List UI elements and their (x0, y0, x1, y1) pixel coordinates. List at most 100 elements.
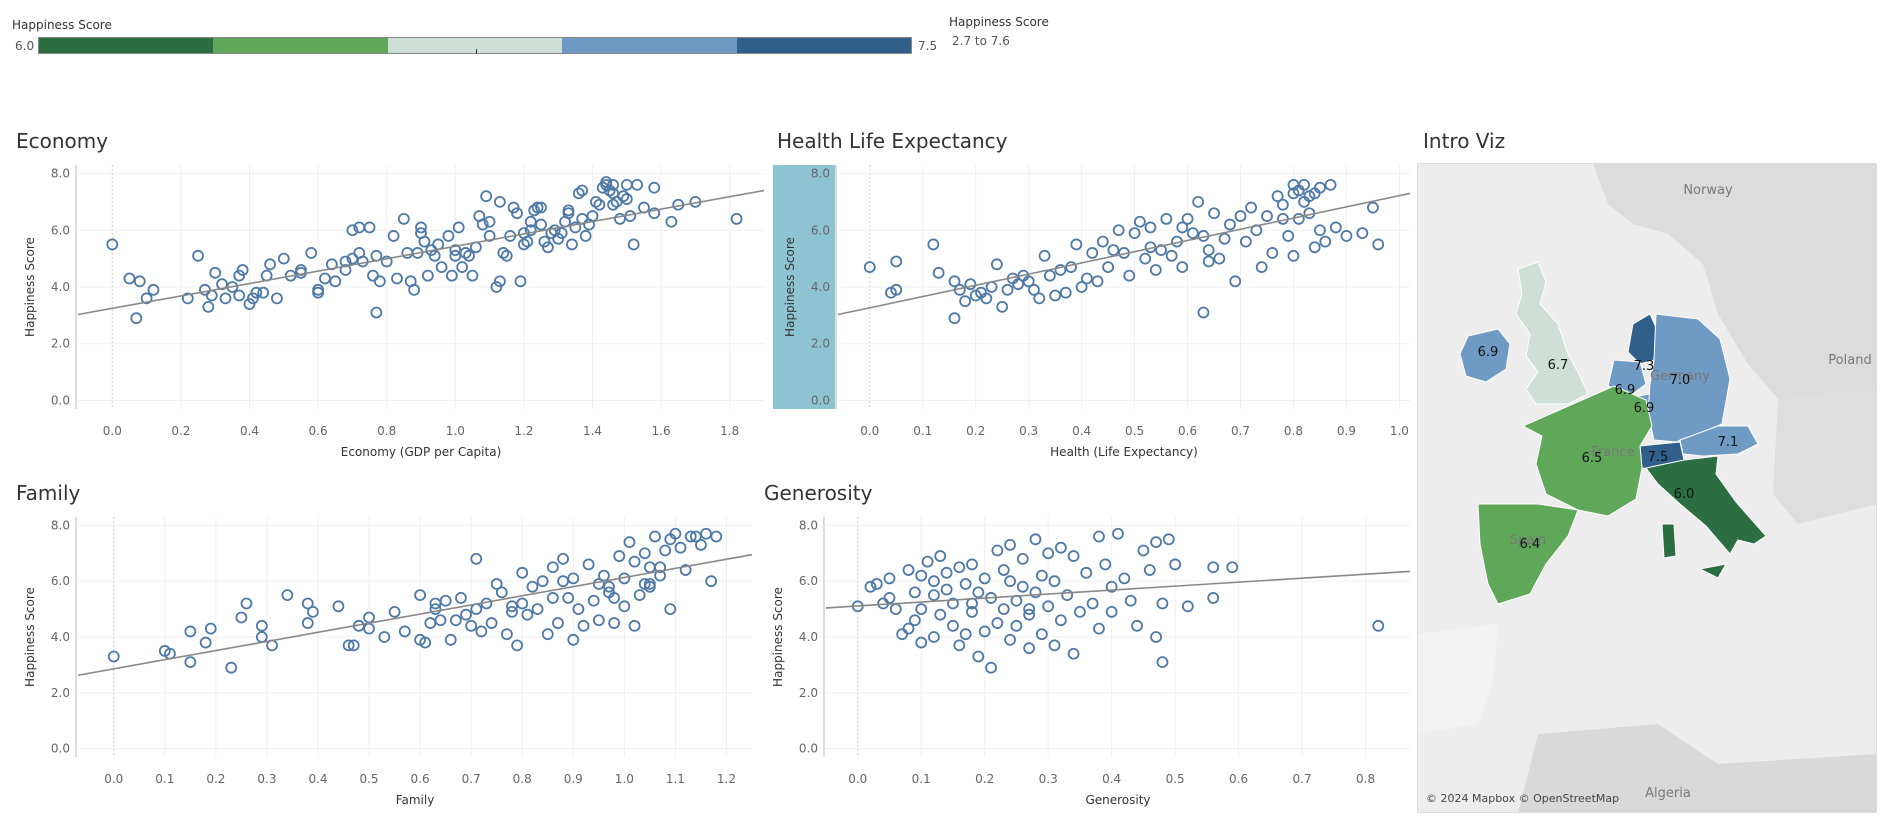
data-point (329, 275, 342, 288)
data-point (638, 547, 651, 560)
data-point (948, 312, 961, 325)
data-point (915, 569, 928, 582)
map-label-switzerland: 7.5 (1648, 450, 1669, 465)
data-point (204, 622, 217, 635)
data-point (883, 592, 896, 604)
data-point (1276, 198, 1289, 211)
data-point (356, 255, 369, 268)
country-italy-sicily[interactable] (1698, 563, 1727, 579)
y-tick-label: 4.0 (799, 630, 818, 644)
data-point (465, 619, 478, 632)
trend-line (837, 192, 1411, 316)
data-point (319, 272, 331, 285)
data-point (978, 625, 991, 638)
data-point (864, 580, 877, 593)
data-point (147, 283, 160, 296)
map-name-france: France (1591, 445, 1634, 460)
data-point (546, 592, 559, 604)
data-point (1239, 235, 1252, 248)
map-label-austria: 7.1 (1718, 435, 1739, 450)
data-point (277, 252, 290, 265)
data-point (380, 255, 393, 268)
data-point (1067, 647, 1080, 660)
data-point (442, 230, 455, 242)
data-point (896, 628, 909, 641)
country-ireland[interactable] (1459, 328, 1511, 383)
data-point (947, 619, 959, 632)
data-point (908, 586, 921, 599)
data-point (1319, 235, 1332, 248)
data-point (1156, 597, 1169, 610)
data-point (620, 178, 633, 191)
data-point (569, 221, 582, 234)
x-tick-label: 0.0 (848, 772, 867, 786)
data-point (953, 561, 966, 574)
data-point (1156, 656, 1169, 669)
color-legend-ramp (38, 37, 912, 54)
data-point (579, 230, 592, 242)
data-point (577, 619, 590, 632)
data-point (1282, 230, 1295, 242)
x-tick-label: 0.1 (913, 424, 932, 438)
data-point (449, 249, 462, 262)
data-point (710, 530, 723, 543)
data-point (546, 561, 559, 574)
data-point (429, 597, 442, 610)
data-point (1004, 539, 1016, 551)
data-point (418, 235, 431, 248)
data-point (1096, 235, 1109, 248)
country-france[interactable] (1521, 385, 1653, 517)
country-austria[interactable] (1679, 425, 1759, 457)
data-point (572, 187, 585, 200)
data-point (562, 204, 575, 217)
data-point (947, 597, 959, 610)
data-point (953, 639, 966, 652)
economy-scatter-chart[interactable]: 0.0 0.2 0.4 0.6 0.8 1.0 1.2 1.4 1.6 1.8 0.0 2.0 4.0 6… (0, 150, 770, 465)
map-geo-algeria: Algeria (1645, 786, 1691, 801)
map-label-luxembourg: 6.9 (1634, 401, 1655, 416)
y-tick-label: 6.0 (811, 223, 830, 237)
data-point (264, 258, 276, 271)
x-tick-label: 0.4 (308, 772, 327, 786)
data-point (501, 628, 513, 641)
data-point (978, 572, 991, 585)
data-point (449, 244, 462, 257)
data-point (730, 213, 743, 225)
data-point (1245, 201, 1258, 214)
data-point (339, 264, 352, 276)
data-point (562, 592, 575, 604)
country-uk[interactable] (1515, 261, 1589, 405)
data-point (542, 241, 554, 254)
map-title: Intro Viz (1423, 129, 1506, 153)
x-axis-title: Generosity (1085, 793, 1150, 807)
data-point (603, 580, 615, 593)
data-point (582, 558, 595, 571)
country-italy-sardinia[interactable] (1661, 523, 1677, 559)
data-point (1340, 230, 1353, 242)
country-italy[interactable] (1645, 455, 1767, 555)
data-point (648, 207, 661, 220)
data-point (997, 603, 1010, 615)
europe-map[interactable]: 6.9 6.7 7.3 6.9 6.9 Germany 7.0 7.1 7.5 … (1417, 163, 1877, 813)
family-scatter-chart[interactable]: 0.0 0.1 0.2 0.3 0.4 0.5 0.6 0.7 0.8 0.9 1.0 1.1 1.2 0… (0, 502, 760, 817)
data-point (870, 578, 883, 590)
data-point (536, 575, 549, 588)
data-point (528, 204, 541, 217)
x-tick-label: 1.2 (514, 424, 533, 438)
filter-range[interactable]: 2.7 to 7.6 (952, 34, 1010, 48)
data-point (444, 633, 457, 646)
country-spain[interactable] (1477, 503, 1579, 605)
data-point (1208, 207, 1220, 220)
x-tick-label: 0.4 (1072, 424, 1091, 438)
generosity-scatter-chart[interactable]: 0.0 0.1 0.2 0.3 0.4 0.5 0.6 0.7 0.8 0.0 2.0 4.0 6.0 8… (760, 502, 1415, 817)
data-point (932, 266, 945, 279)
health-scatter-chart[interactable]: 0.0 0.1 0.2 0.3 0.4 0.5 0.6 0.7 0.8 0.9 1.0 0.0 2.0 4… (770, 150, 1415, 465)
data-point (181, 292, 194, 305)
data-point (1038, 249, 1051, 262)
data-point (367, 269, 379, 282)
data-point (620, 193, 633, 205)
data-point (996, 300, 1009, 313)
data-point (572, 603, 585, 615)
data-point (363, 221, 376, 234)
data-point (659, 544, 672, 557)
